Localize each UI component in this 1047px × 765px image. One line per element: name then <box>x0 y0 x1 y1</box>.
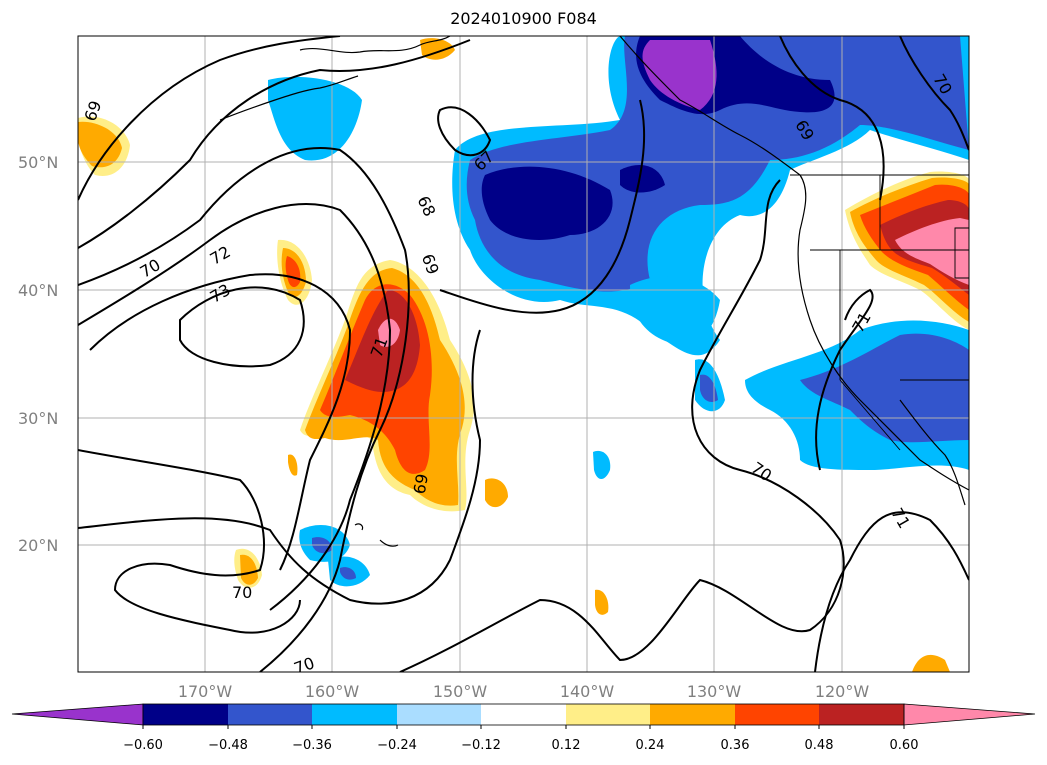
colorbar-swatch <box>735 704 819 725</box>
colorbar-tick-label: −0.48 <box>208 738 248 753</box>
graticule <box>78 36 969 672</box>
lat-label-50n: 50°N <box>18 153 58 172</box>
colorbar-tick-label: −0.60 <box>123 738 163 753</box>
lat-label-20n: 20°N <box>18 536 58 555</box>
colorbar-extend-max <box>903 703 1036 726</box>
colorbar-tick-label: −0.24 <box>377 738 417 753</box>
contour-label: 70 <box>291 653 317 678</box>
geopotential-contours <box>78 36 969 672</box>
lon-label-130w: 130°W <box>687 682 742 701</box>
lon-label-160w: 160°W <box>305 682 360 701</box>
latitude-labels: 50°N 40°N 30°N 20°N <box>18 153 58 555</box>
lat-label-40n: 40°N <box>18 281 58 300</box>
lat-label-30n: 30°N <box>18 409 58 428</box>
map-frame <box>77 35 970 673</box>
colorbar-tick-label: 0.48 <box>805 738 834 753</box>
longitude-labels: 170°W 160°W 150°W 140°W 130°W 120°W <box>178 682 870 701</box>
map-title: 2024010900 F084 <box>450 9 597 28</box>
borders <box>790 174 969 451</box>
colorbar-tick-label: −0.12 <box>461 738 501 753</box>
lon-label-150w: 150°W <box>433 682 488 701</box>
colorbar-tick-label: 0.36 <box>721 738 750 753</box>
colorbar-swatch <box>228 704 312 725</box>
colorbar-swatch <box>650 704 735 725</box>
colorbar-swatch <box>819 704 904 725</box>
colorbar-swatch <box>397 704 481 725</box>
colorbar-tick-label: −0.36 <box>292 738 332 753</box>
colorbar-tick-label: 0.60 <box>890 738 919 753</box>
lon-label-170w: 170°W <box>178 682 233 701</box>
colorbar-swatch <box>143 704 228 725</box>
map-panel: 69 67 68 69 72 73 70 71 69 70 70 70 71 6… <box>78 36 969 678</box>
lon-label-120w: 120°W <box>815 682 870 701</box>
lon-label-140w: 140°W <box>560 682 615 701</box>
colorbar-tick-label: 0.12 <box>552 738 581 753</box>
colorbar-swatch <box>312 704 397 725</box>
colorbar-swatch <box>481 704 566 725</box>
colorbar-tick-label: 0.24 <box>636 738 665 753</box>
contour-label: 70 <box>232 583 252 602</box>
colorbar-extend-min <box>11 703 144 726</box>
colorbar-swatch <box>566 704 650 725</box>
colorbar: −0.60 −0.48 −0.36 −0.24 −0.12 0.12 0.24 … <box>11 703 1036 753</box>
coastlines <box>219 36 969 547</box>
contour-label: 69 <box>410 472 432 495</box>
negative-anomaly-bering <box>268 76 362 161</box>
